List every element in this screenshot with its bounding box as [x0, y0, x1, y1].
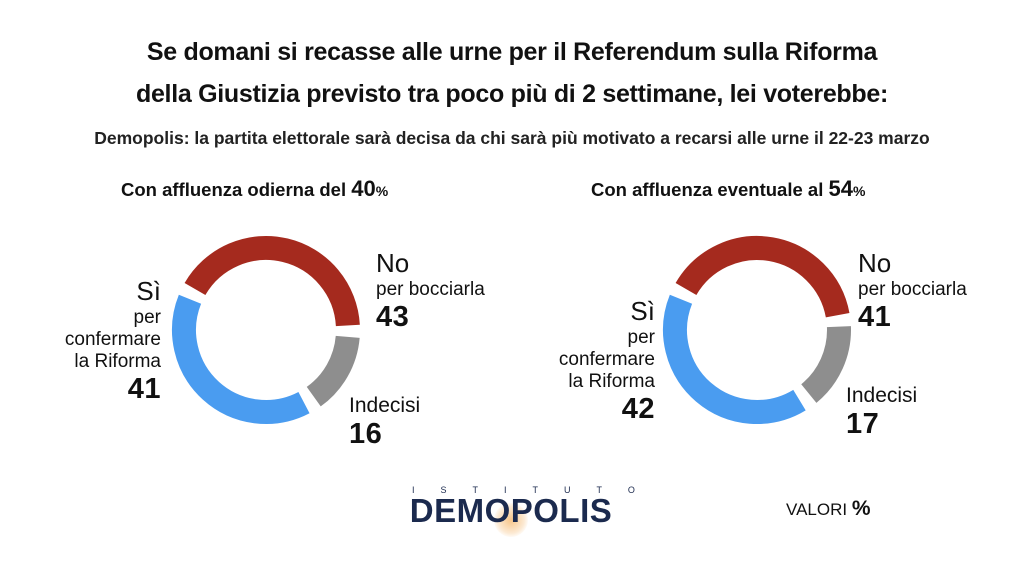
right-si-label: Sì per confermare la Riforma 42 [559, 296, 655, 426]
right-si-sub-3: la Riforma [568, 371, 655, 392]
left-si-sub-3: la Riforma [74, 351, 161, 372]
donut-slice-left-no [184, 236, 360, 327]
right-si-value: 42 [621, 393, 655, 425]
valori-label: VALORI [786, 500, 848, 519]
chart-left-heading-unit: % [375, 183, 389, 199]
chart-right-heading: Con affluenza eventuale al 54% [591, 176, 865, 202]
chart-left-heading: Con affluenza odierna del 40% [121, 176, 388, 202]
right-no-sub: per bocciarla [858, 279, 967, 300]
donut-slice-left-indecisi [306, 335, 360, 407]
right-indecisi-label: Indecisi 17 [846, 384, 917, 441]
left-no-value: 43 [376, 301, 410, 333]
logo-main-text: DEMOPOLIS [409, 492, 613, 529]
left-indecisi-label: Indecisi 16 [349, 394, 420, 451]
right-no-value: 41 [858, 301, 892, 333]
chart-right-heading-prefix: Con affluenza eventuale al [591, 179, 824, 200]
subtitle: Demopolis: la partita elettorale sarà de… [94, 128, 930, 148]
right-no-name: No [858, 248, 892, 278]
chart-right-heading-unit: % [852, 183, 866, 199]
right-si-name: Sì [630, 296, 655, 326]
right-indecisi-value: 17 [846, 408, 880, 440]
donut-chart-left [172, 236, 360, 424]
left-si-sub-2: confermare [64, 329, 161, 350]
donut-chart-right [663, 236, 851, 424]
left-si-sub-1: per [133, 307, 161, 328]
left-indecisi-name: Indecisi [349, 394, 421, 417]
left-si-name: Sì [136, 276, 161, 306]
demopolis-logo: ISTITUTO DEMOPOLIS [386, 485, 636, 535]
chart-right-heading-value: 54 [828, 176, 853, 201]
title-line-1: Se domani si recasse alle urne per il Re… [146, 38, 878, 66]
left-no-name: No [376, 248, 410, 278]
donut-slice-right-si [663, 294, 806, 424]
logo-top-text: ISTITUTO [412, 485, 661, 495]
left-no-sub: per bocciarla [376, 279, 485, 300]
right-indecisi-name: Indecisi [846, 384, 918, 407]
left-si-label: Sì per confermare la Riforma 41 [65, 276, 161, 406]
left-si-value: 41 [127, 373, 161, 405]
valori-pct: % [851, 497, 871, 520]
donut-slice-left-si [172, 294, 310, 424]
logo-glow-icon [494, 503, 528, 537]
right-no-label: No per bocciarla 41 [858, 248, 967, 334]
donut-slice-right-indecisi [800, 326, 851, 403]
left-indecisi-value: 16 [349, 418, 383, 450]
right-si-sub-1: per [627, 327, 655, 348]
donut-slice-right-no [675, 236, 850, 318]
title-line-2: della Giustizia previsto tra poco più di… [135, 80, 888, 108]
chart-left-heading-prefix: Con affluenza odierna del [121, 179, 347, 200]
right-si-sub-2: confermare [558, 349, 655, 370]
left-no-label: No per bocciarla 43 [376, 248, 485, 334]
chart-left-heading-value: 40 [351, 176, 376, 201]
valori-note: VALORI % [786, 497, 871, 521]
